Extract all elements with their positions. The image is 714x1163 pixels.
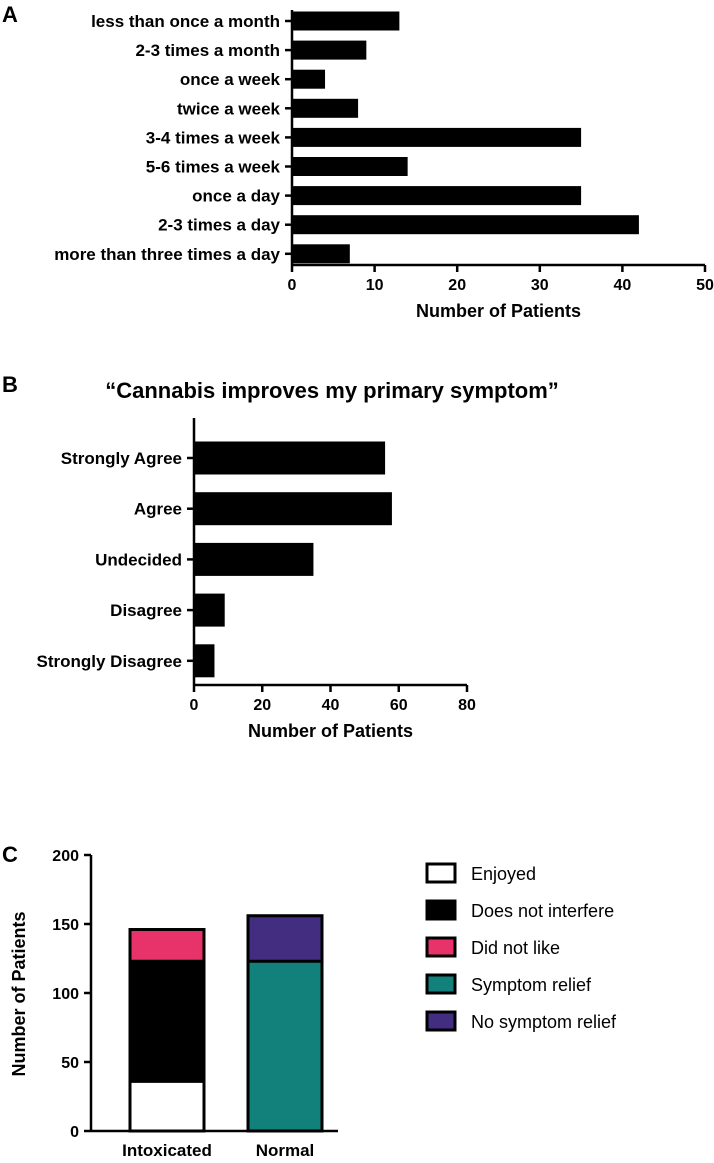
bar-once-a-week — [292, 69, 326, 89]
bar-disagree — [194, 593, 225, 627]
panel-b-chart: B “Cannabis improves my primary symptom” S… — [2, 372, 559, 741]
x-tick-label: 0 — [288, 277, 297, 294]
legend-label-does-not-interfere: Does not interfere — [471, 901, 614, 921]
category-label-once-a-week: once a week — [180, 70, 281, 89]
x-tick-label: 40 — [322, 697, 340, 714]
bar-strongly-disagree — [194, 644, 215, 678]
panel-b-title: “Cannabis improves my primary symptom” — [105, 378, 559, 403]
category-label-2-3-times-a-day: 2-3 times a day — [158, 216, 280, 235]
legend-label-did-not-like: Did not like — [471, 938, 560, 958]
panel-label-a: A — [2, 2, 18, 27]
x-axis-title: Number of Patients — [416, 301, 581, 321]
bar-segment-intoxicated-does-not-interfere — [130, 961, 204, 1082]
y-tick-label: 100 — [52, 986, 79, 1003]
legend-label-no-symptom-relief: No symptom relief — [471, 1012, 617, 1032]
y-tick-label: 50 — [61, 1055, 79, 1072]
bar-strongly-agree — [194, 441, 386, 475]
category-label-more-than-three-times-a-day: more than three times a day — [54, 245, 280, 264]
bar-less-than-once-a-month — [292, 11, 400, 31]
category-label-strongly-agree: Strongly Agree — [61, 449, 182, 468]
bar-segment-intoxicated-enjoyed — [130, 1081, 204, 1131]
legend-swatch-no-symptom-relief — [425, 1010, 457, 1032]
category-label-normal: Normal — [256, 1141, 315, 1160]
y-tick-label: 150 — [52, 917, 79, 934]
bar-agree — [194, 492, 392, 526]
bar-3-4-times-a-week — [292, 127, 582, 147]
bar-2-3-times-a-month — [292, 40, 367, 60]
x-tick-label: 20 — [448, 277, 466, 294]
bar-outline-intoxicated — [128, 928, 206, 1133]
panel-c-chart: C 0 50 100 150 200 Number of Patients Intoxicat… — [2, 842, 617, 1160]
bar-more-than-three-times-a-day — [292, 244, 350, 264]
legend-swatch-symptom-relief — [425, 973, 457, 995]
legend-swatch-enjoyed — [425, 862, 457, 884]
legend-swatch-does-not-interfere — [425, 899, 457, 921]
legend-label-symptom-relief: Symptom relief — [471, 975, 592, 995]
bar-undecided — [194, 542, 314, 576]
bar-2-3-times-a-day — [292, 215, 639, 235]
category-label-less-than-once-a-month: less than once a month — [91, 12, 280, 31]
x-tick-label: 10 — [366, 277, 384, 294]
y-axis-title: Number of Patients — [9, 911, 29, 1076]
x-tick-label: 40 — [614, 277, 632, 294]
bar-segment-intoxicated-did-not-like — [130, 929, 204, 962]
x-axis-title: Number of Patients — [248, 721, 413, 741]
bar-segment-normal-symptom-relief — [248, 961, 322, 1131]
bar-outline-normal — [246, 914, 324, 1133]
legend-label-enjoyed: Enjoyed — [471, 864, 536, 884]
category-label-agree: Agree — [134, 500, 182, 519]
bar-5-6-times-a-week — [292, 157, 408, 176]
category-label-5-6-times-a-week: 5-6 times a week — [146, 158, 281, 177]
category-label-strongly-disagree: Strongly Disagree — [37, 652, 183, 671]
bar-twice-a-week — [292, 98, 359, 118]
x-tick-label: 50 — [696, 277, 714, 294]
y-tick-label: 200 — [52, 848, 79, 865]
x-tick-label: 30 — [531, 277, 549, 294]
legend-swatch-did-not-like — [425, 936, 457, 958]
x-tick-label: 80 — [458, 697, 476, 714]
x-tick-label: 60 — [390, 697, 408, 714]
bar-once-a-day — [292, 186, 582, 206]
category-label-undecided: Undecided — [95, 550, 182, 569]
bar-segment-normal-no-symptom-relief — [248, 915, 322, 962]
panel-label-b: B — [2, 372, 18, 397]
y-tick-label: 0 — [70, 1124, 79, 1141]
x-tick-label: 20 — [253, 697, 271, 714]
category-label-twice-a-week: twice a week — [177, 99, 281, 118]
panel-label-c: C — [2, 842, 18, 867]
category-label-3-4-times-a-week: 3-4 times a week — [146, 128, 281, 147]
category-label-disagree: Disagree — [110, 601, 182, 620]
category-label-intoxicated: Intoxicated — [122, 1141, 212, 1160]
x-tick-label: 0 — [190, 697, 199, 714]
category-label-2-3-times-a-month: 2-3 times a month — [135, 41, 280, 60]
category-label-once-a-day: once a day — [192, 187, 280, 206]
